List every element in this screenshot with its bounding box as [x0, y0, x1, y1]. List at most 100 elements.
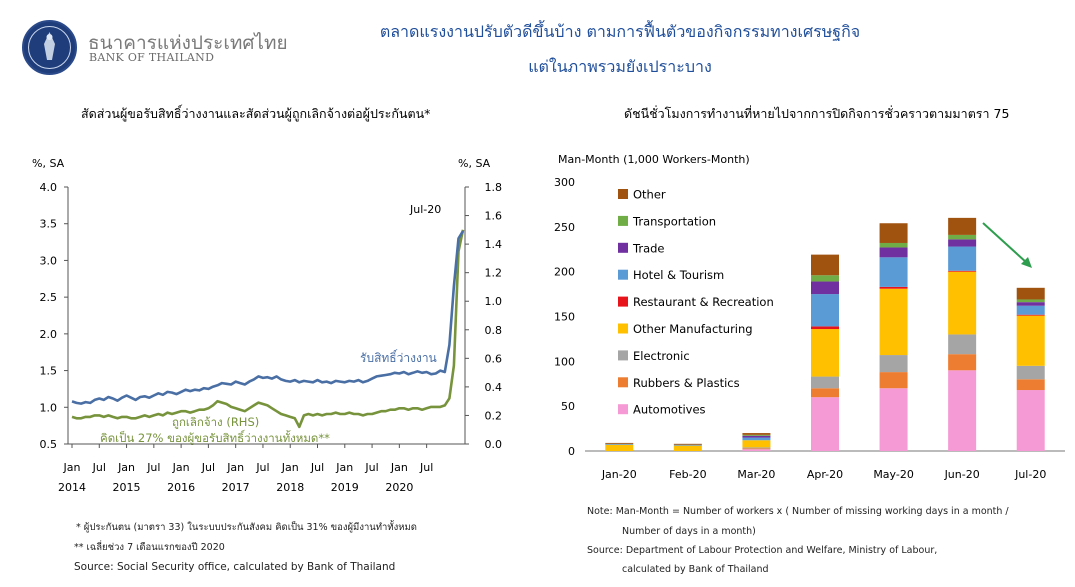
- trend-arrow-head-icon: [1021, 257, 1032, 268]
- bar-segment-other: [879, 223, 908, 243]
- legend-swatch: [618, 377, 628, 388]
- bar-segment-other-manufacturing: [948, 271, 977, 335]
- bar-segment-automotives: [879, 388, 908, 451]
- bar-segment-restaurant-recreation: [948, 270, 977, 272]
- bar-y-tick-label: 100: [554, 355, 575, 368]
- x-month-label: Jul: [419, 461, 433, 474]
- legend-swatch: [618, 404, 628, 415]
- bar-segment-automotives: [1016, 390, 1045, 451]
- bar-segment-rubbers-plastics: [811, 388, 839, 398]
- bar-segment-electronic: [811, 376, 839, 389]
- bar-y-tick-label: 50: [561, 400, 575, 413]
- bar-segment-other: [948, 217, 977, 235]
- trend-arrow-line: [982, 222, 1028, 264]
- annotation-peak-label: Jul-20: [409, 203, 441, 216]
- bot-emblem-icon: [22, 20, 77, 75]
- logo-name-th: ธนาคารแห่งประเทศไทย: [88, 32, 288, 54]
- bar-segment-trade: [1016, 302, 1045, 306]
- left-y-tick-label: 2.0: [40, 328, 58, 341]
- bar-segment-restaurant-recreation: [1016, 314, 1045, 316]
- right-source-1: Source: Department of Labour Protection …: [587, 545, 938, 556]
- bar-segment-restaurant-recreation: [879, 286, 908, 289]
- bar-category-label: Jul-20: [1014, 468, 1046, 481]
- x-month-label: Jul: [255, 461, 269, 474]
- bar-segment-hotel-tourism: [811, 294, 839, 327]
- series-unemployment-line: [71, 230, 465, 405]
- left-y-tick-label: 2.5: [40, 291, 58, 304]
- bar-segment-automotives: [948, 370, 977, 451]
- right-note-1: Note: Man-Month = Number of workers x ( …: [587, 506, 1009, 517]
- emblem-graphic: [28, 26, 71, 69]
- series-laidoff-line: [71, 229, 465, 429]
- right-y-tick-label: 1.2: [485, 267, 503, 280]
- x-month-label: Jul: [146, 461, 160, 474]
- bar-category-label: Apr-20: [807, 468, 843, 481]
- left-y-tick-label: 1.0: [40, 401, 58, 414]
- bar-segment-electronic: [879, 355, 908, 373]
- bar-segment-other-manufacturing: [1016, 315, 1045, 366]
- right-y-tick-label: 0.0: [485, 438, 503, 451]
- bar-y-tick-label: 300: [554, 176, 575, 189]
- bar-segment-hotel-tourism: [1016, 305, 1045, 315]
- bar-category-label: May-20: [873, 468, 914, 481]
- legend-swatch: [618, 269, 628, 280]
- bar-segment-rubbers-plastics: [742, 448, 771, 450]
- legend-label: Other: [633, 188, 666, 202]
- bar-category-label: Feb-20: [669, 468, 706, 481]
- bar-y-tick-label: 0: [568, 445, 575, 458]
- right-source-2: calculated by Bank of Thailand: [622, 564, 769, 575]
- legend-swatch: [618, 350, 628, 361]
- annotation-unemployment-label: รับสิทธิ์ว่างงาน: [360, 349, 437, 365]
- x-month-label: Jul: [310, 461, 324, 474]
- legend-label: Other Manufacturing: [633, 322, 753, 336]
- right-y-tick-label: 0.8: [485, 324, 503, 337]
- headline-line2: แต่ในภาพรวมยังเปราะบาง: [528, 57, 712, 76]
- annotation-laidoff-label: ถูกเลิกจ้าง (RHS): [172, 415, 259, 429]
- x-month-label: Jan: [226, 461, 244, 474]
- right-axis-unit: %, SA: [458, 157, 491, 170]
- bar-segment-transportation: [811, 275, 839, 282]
- legend-swatch: [618, 323, 628, 334]
- x-month-label: Jan: [63, 461, 81, 474]
- bar-segment-trade: [879, 247, 908, 258]
- bar-segment-automotives: [811, 397, 839, 451]
- x-year-label: 2017: [222, 481, 250, 494]
- legend-label: Hotel & Tourism: [633, 268, 724, 282]
- x-month-label: Jan: [281, 461, 299, 474]
- legend-label: Transportation: [632, 214, 716, 228]
- stacked-bar-chart: Man-Month (1,000 Workers-Month) 0 50 100 150…: [554, 153, 1065, 481]
- bar-y-tick-label: 150: [554, 311, 575, 324]
- x-month-label: Jan: [390, 461, 408, 474]
- bar-segment-electronic: [1016, 365, 1045, 380]
- legend-swatch: [618, 215, 628, 226]
- bar-segment-other: [742, 433, 771, 435]
- bar-segment-rubbers-plastics: [1016, 379, 1045, 391]
- bar-segment-transportation: [879, 242, 908, 248]
- left-source: Source: Social Security office, calculat…: [74, 561, 396, 573]
- bar-segment-transportation: [1016, 299, 1045, 303]
- bar-segment-rubbers-plastics: [948, 354, 977, 371]
- annotation-share-note: คิดเป็น 27% ของผู้ขอรับสิทธิ์ว่างงานทั้ง…: [100, 429, 330, 445]
- left-axis-unit: %, SA: [32, 157, 65, 170]
- bar-segment-transportation: [948, 234, 977, 240]
- right-y-tick-label: 1.8: [485, 181, 503, 194]
- bar-segment-hotel-tourism: [673, 444, 702, 446]
- bar-segment-other-manufacturing: [879, 288, 908, 356]
- right-y-tick-label: 0.2: [485, 409, 503, 422]
- x-month-label: Jul: [364, 461, 378, 474]
- bar-segment-hotel-tourism: [879, 257, 908, 287]
- bar-y-tick-label: 250: [554, 221, 575, 234]
- legend-label: Electronic: [633, 349, 690, 363]
- bar-segment-other: [1016, 287, 1045, 300]
- bar-segment-electronic: [742, 447, 771, 449]
- legend-swatch: [618, 242, 628, 253]
- bar-segment-transportation: [742, 434, 771, 436]
- legend-swatch: [618, 296, 628, 307]
- x-month-label: Jul: [201, 461, 215, 474]
- right-y-tick-label: 1.6: [485, 210, 503, 223]
- headline-line1: ตลาดแรงงานปรับตัวดีขึ้นบ้าง ตามการฟื้นตั…: [379, 22, 861, 41]
- bar-segment-hotel-tourism: [948, 246, 977, 271]
- bar-segment-restaurant-recreation: [811, 326, 839, 330]
- bar-category-label: Jan-20: [601, 468, 637, 481]
- bar-segment-other: [811, 254, 839, 276]
